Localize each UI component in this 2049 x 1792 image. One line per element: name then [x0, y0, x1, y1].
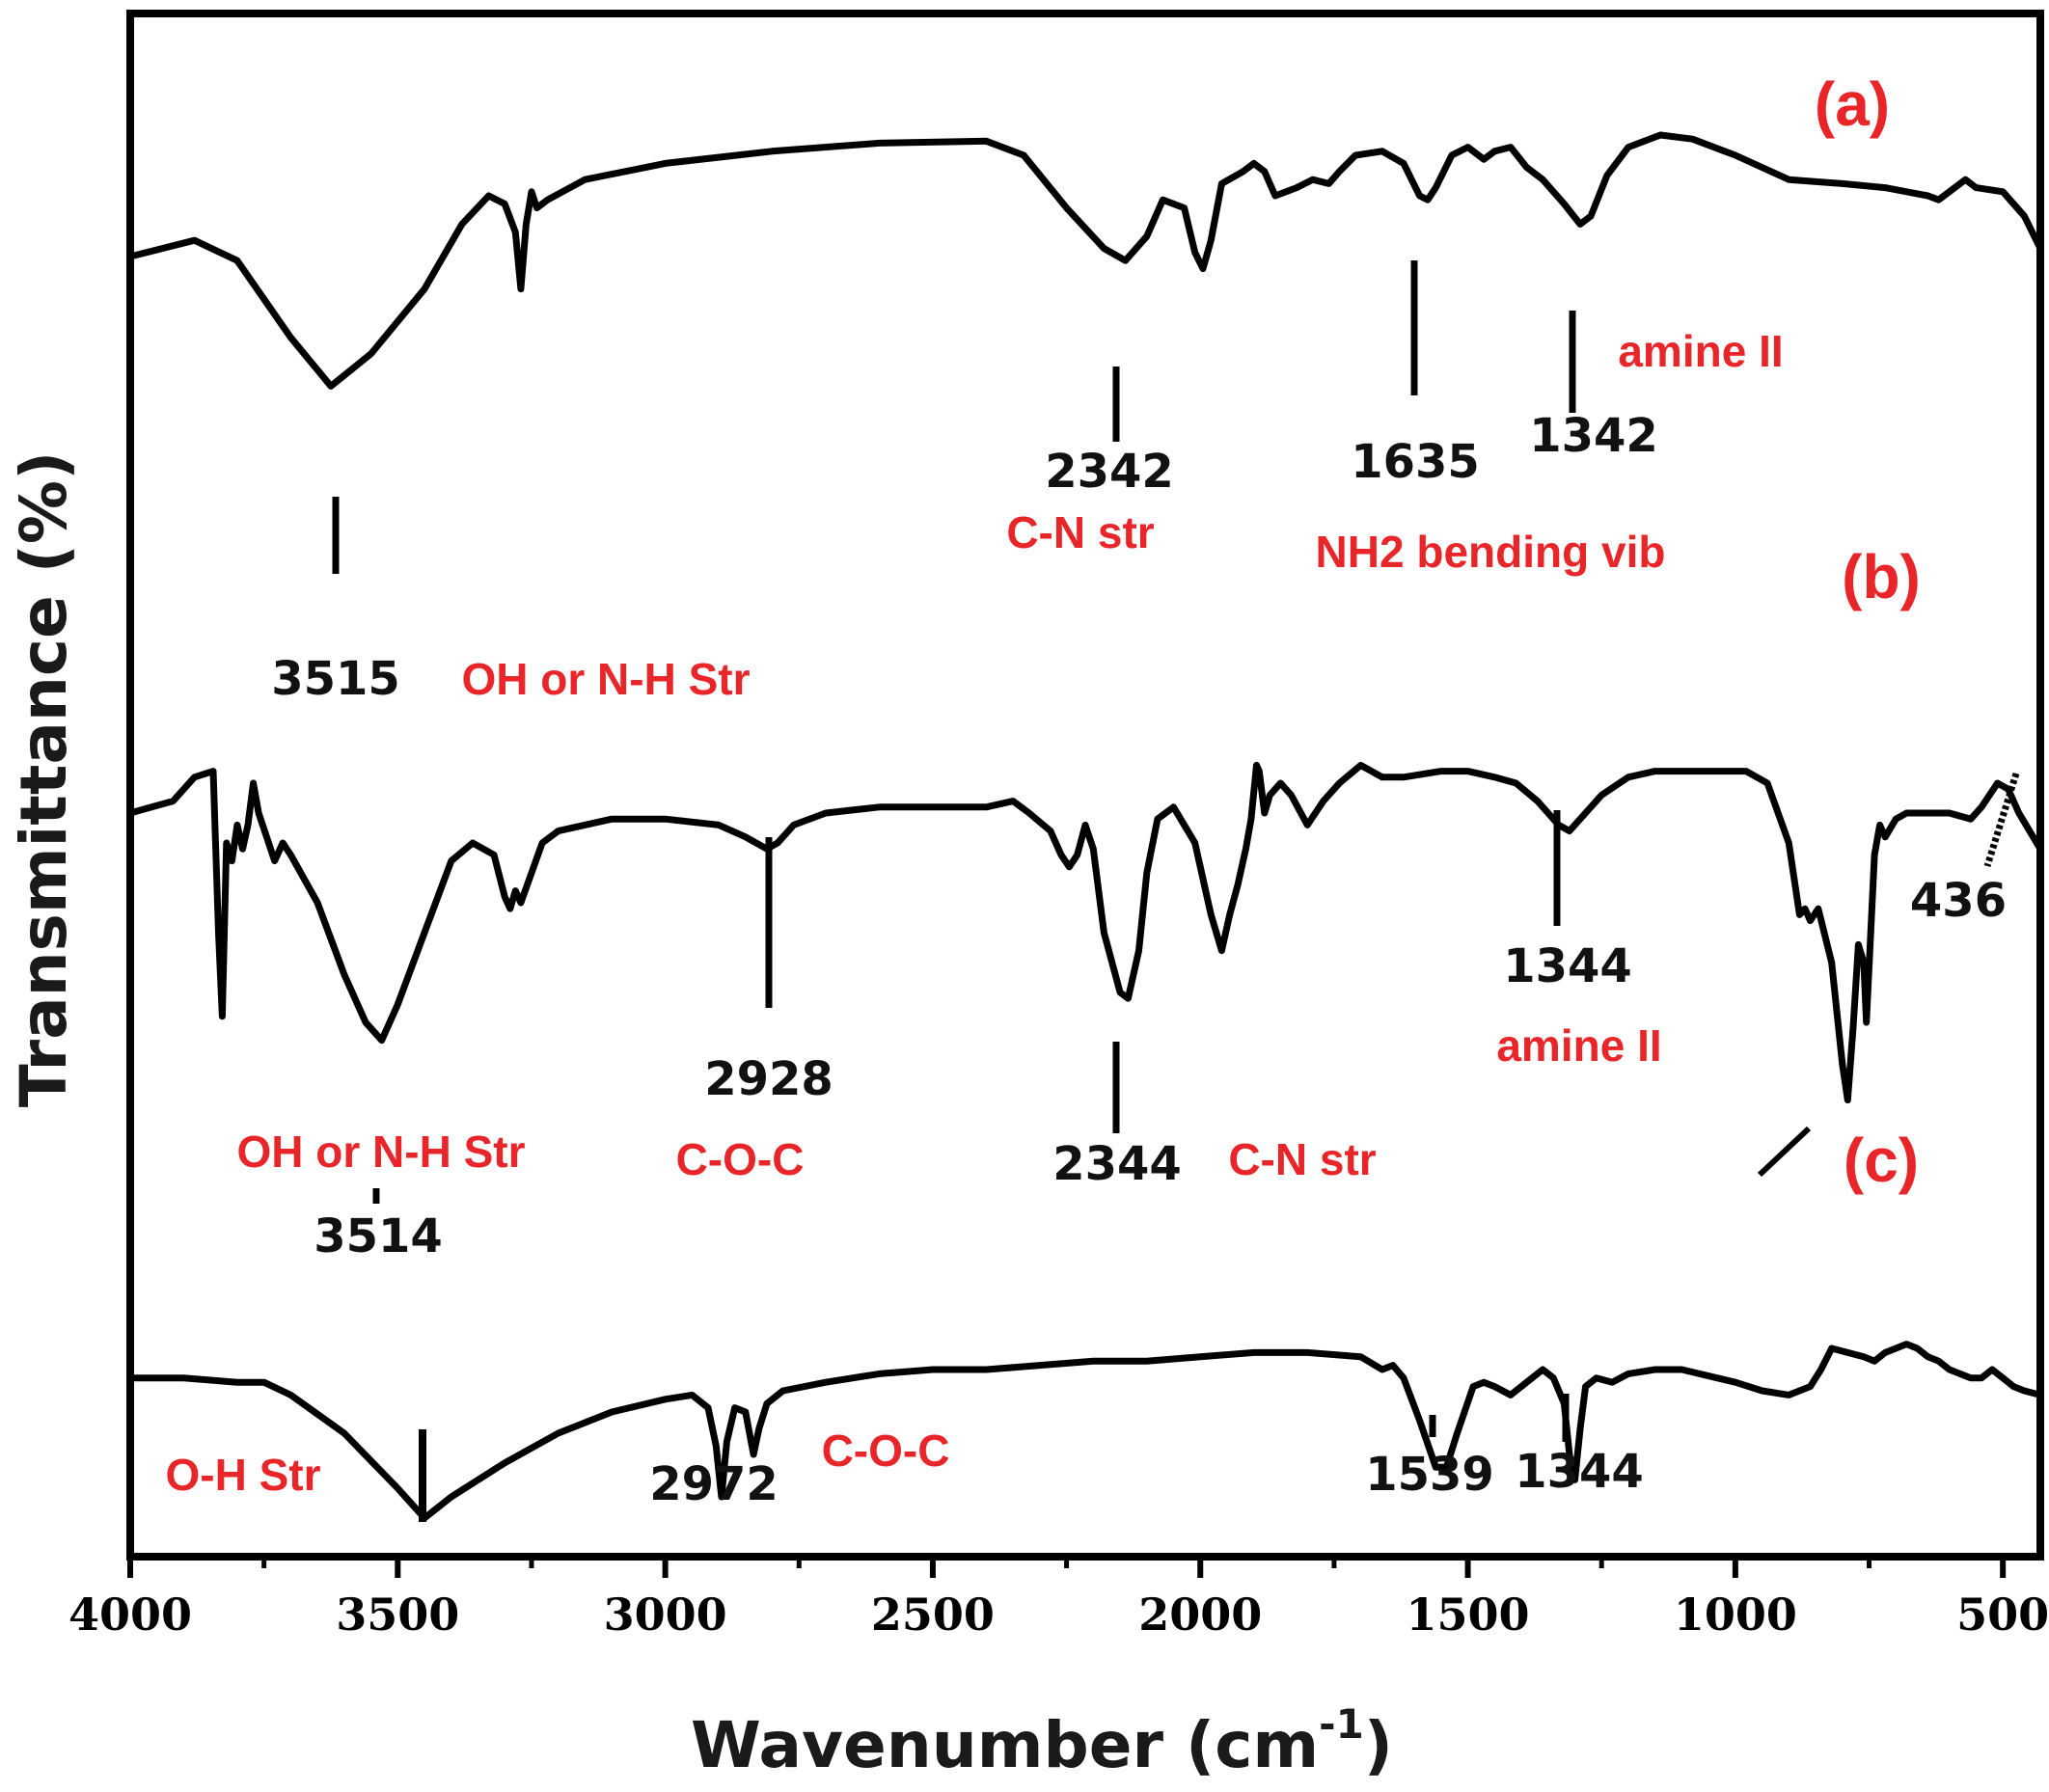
annotation-6: C-O-C	[676, 1134, 805, 1184]
annotation-5: OH or N-H Str	[237, 1127, 526, 1177]
peak-line-806	[1757, 1126, 1812, 1178]
annotation-10: C-O-C	[822, 1425, 950, 1476]
x-tick-label-1000: 1000	[1674, 1588, 1797, 1641]
peak-label-2342: 2342	[1045, 445, 1174, 499]
peak-label-436: 436	[1910, 874, 2007, 928]
annotation-9: O-H Str	[166, 1450, 321, 1500]
peak-label-1342: 1342	[1529, 409, 1658, 463]
x-tick-label-2500: 2500	[871, 1588, 995, 1641]
annotation-8: amine II	[1496, 1020, 1661, 1071]
series-tag-layer: (a) (b) (c)	[1815, 69, 1921, 1195]
x-axis-title: Wavenumber (cm-1)	[691, 1700, 1393, 1782]
x-axis-title-close: )	[1364, 1708, 1393, 1782]
peak-label-1635: 1635	[1351, 435, 1480, 489]
peak-label-1344: 1344	[1515, 1445, 1644, 1499]
peak-line-436	[1983, 772, 2020, 868]
x-axis-ticks: 4000 3500 3000 2500 2000 1500 1000 500	[68, 1557, 2049, 1641]
x-tick-label-4000: 4000	[68, 1588, 192, 1641]
spectrum-line-2	[126, 761, 2044, 1104]
series-tag-2: (b)	[1842, 542, 1921, 611]
peak-markers: 3515 2342 1635 1342 2928 3514 2344 1344 436 2972 1…	[271, 260, 2020, 1522]
spectrum-line-1	[126, 131, 2044, 390]
annotation-1: amine II	[1618, 326, 1783, 376]
annotation-7: C-N str	[1228, 1134, 1376, 1184]
x-tick-label-3000: 3000	[604, 1588, 727, 1641]
peak-label-2972: 2972	[649, 1457, 779, 1511]
peak-label-3514: 3514	[314, 1209, 443, 1263]
plot-frame	[126, 10, 2044, 1561]
x-axis-title-sup: -1	[1319, 1700, 1364, 1748]
annotation-3: NH2 bending vib	[1316, 527, 1666, 577]
x-axis-title-main: Wavenumber (cm	[691, 1708, 1319, 1782]
annotation-4: OH or N-H Str	[462, 654, 751, 704]
spectra-layer	[126, 131, 2044, 1522]
spectrum-line-3	[126, 1341, 2044, 1522]
peak-label-2344: 2344	[1052, 1137, 1182, 1191]
peak-label-2928: 2928	[704, 1052, 833, 1106]
y-axis-title: Transmittance (%)	[7, 451, 81, 1107]
x-tick-label-2000: 2000	[1138, 1588, 1262, 1641]
x-tick-label-1500: 1500	[1407, 1588, 1530, 1641]
x-tick-label-3500: 3500	[336, 1588, 459, 1641]
series-tag-1: (a)	[1815, 69, 1890, 139]
annotation-layer: amine II C-N str NH2 bending vib OH or N-H …	[166, 326, 1784, 1500]
peak-label-3515: 3515	[271, 652, 400, 706]
annotation-2: C-N str	[1006, 507, 1154, 557]
series-tag-3: (c)	[1844, 1126, 1919, 1195]
peak-label-1344: 1344	[1503, 939, 1632, 993]
peak-label-1539: 1539	[1365, 1448, 1494, 1502]
x-tick-label-500: 500	[1956, 1588, 2049, 1641]
